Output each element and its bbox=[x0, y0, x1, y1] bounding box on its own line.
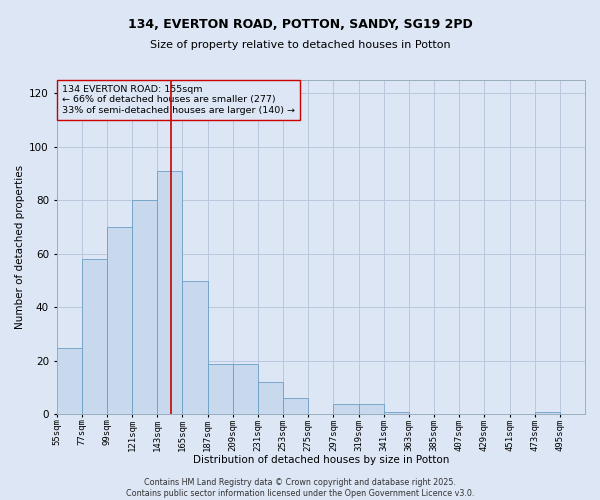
Bar bbox=[283, 398, 308, 414]
Bar bbox=[82, 259, 107, 414]
Bar bbox=[383, 412, 409, 414]
Y-axis label: Number of detached properties: Number of detached properties bbox=[15, 165, 25, 330]
X-axis label: Distribution of detached houses by size in Potton: Distribution of detached houses by size … bbox=[193, 455, 449, 465]
Bar bbox=[107, 227, 132, 414]
Bar bbox=[535, 412, 560, 414]
Bar bbox=[258, 382, 283, 414]
Bar bbox=[157, 171, 182, 414]
Bar bbox=[233, 364, 258, 414]
Bar bbox=[56, 348, 82, 414]
Bar bbox=[208, 364, 233, 414]
Text: 134 EVERTON ROAD: 155sqm
← 66% of detached houses are smaller (277)
33% of semi-: 134 EVERTON ROAD: 155sqm ← 66% of detach… bbox=[62, 85, 295, 115]
Bar bbox=[359, 404, 383, 414]
Text: Contains HM Land Registry data © Crown copyright and database right 2025.
Contai: Contains HM Land Registry data © Crown c… bbox=[126, 478, 474, 498]
Bar bbox=[334, 404, 359, 414]
Bar bbox=[132, 200, 157, 414]
Text: Size of property relative to detached houses in Potton: Size of property relative to detached ho… bbox=[149, 40, 451, 50]
Text: 134, EVERTON ROAD, POTTON, SANDY, SG19 2PD: 134, EVERTON ROAD, POTTON, SANDY, SG19 2… bbox=[128, 18, 472, 30]
Bar bbox=[182, 280, 208, 414]
